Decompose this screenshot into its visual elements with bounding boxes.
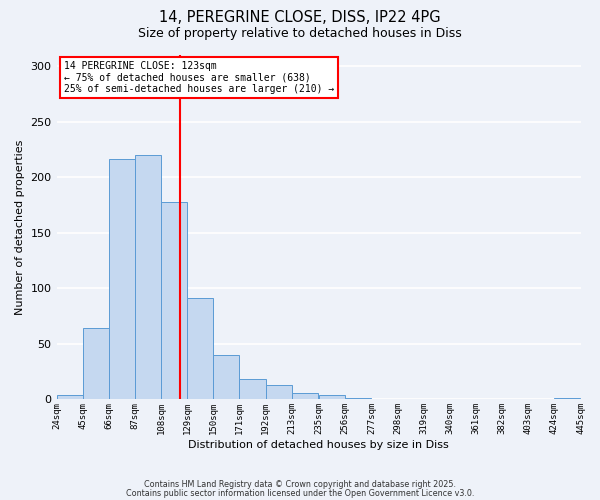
Bar [214, 355, 239, 400]
Y-axis label: Number of detached properties: Number of detached properties [15, 140, 25, 315]
Bar [266, 385, 292, 400]
Bar [319, 395, 345, 400]
Bar [161, 202, 187, 400]
Text: Contains public sector information licensed under the Open Government Licence v3: Contains public sector information licen… [126, 489, 474, 498]
Bar [135, 155, 161, 400]
X-axis label: Distribution of detached houses by size in Diss: Distribution of detached houses by size … [188, 440, 449, 450]
Bar [554, 398, 580, 400]
Bar [109, 160, 135, 400]
Bar [187, 298, 214, 400]
Bar [292, 393, 318, 400]
Text: 14 PEREGRINE CLOSE: 123sqm
← 75% of detached houses are smaller (638)
25% of sem: 14 PEREGRINE CLOSE: 123sqm ← 75% of deta… [64, 60, 334, 94]
Text: 14, PEREGRINE CLOSE, DISS, IP22 4PG: 14, PEREGRINE CLOSE, DISS, IP22 4PG [159, 10, 441, 25]
Bar [83, 328, 109, 400]
Bar [56, 395, 83, 400]
Bar [345, 398, 371, 400]
Bar [239, 380, 266, 400]
Text: Contains HM Land Registry data © Crown copyright and database right 2025.: Contains HM Land Registry data © Crown c… [144, 480, 456, 489]
Text: Size of property relative to detached houses in Diss: Size of property relative to detached ho… [138, 28, 462, 40]
